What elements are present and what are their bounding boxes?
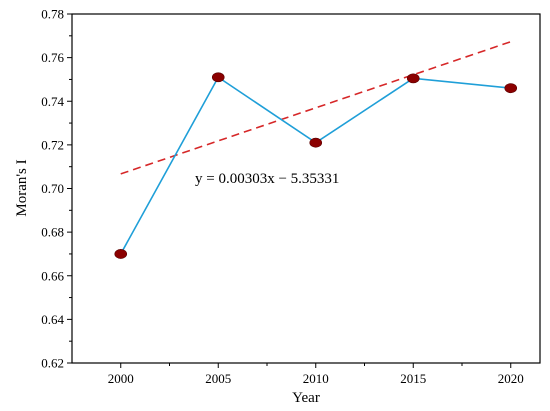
plot-frame (71, 13, 541, 364)
data-point (114, 249, 128, 259)
x-axis-title: Year (292, 390, 320, 406)
y-tick-label: 0.66 (41, 268, 64, 283)
series-layer (114, 72, 518, 259)
y-tick-label: 0.64 (41, 312, 64, 327)
trendline-layer (120, 40, 512, 175)
y-tick-label: 0.78 (41, 7, 64, 22)
x-tick-label: 2000 (108, 371, 134, 386)
data-point (406, 73, 420, 84)
trendline (120, 40, 512, 175)
x-tick-label: 2015 (400, 371, 426, 386)
x-tick-label: 2005 (205, 371, 231, 386)
data-point (504, 83, 518, 94)
x-tick-label: 2010 (303, 371, 329, 386)
labels-layer: y = 0.00303x − 5.35331 Year Moran's I (14, 159, 339, 406)
y-tick-label: 0.72 (41, 137, 64, 152)
y-tick-label: 0.62 (41, 356, 64, 371)
x-tick-label: 2020 (498, 371, 524, 386)
regression-equation: y = 0.00303x − 5.35331 (195, 171, 339, 187)
axes: 0.62 0.64 0.66 0.68 0.70 0.72 0.74 0.76 0.78 2000… (41, 7, 541, 386)
y-tick-label: 0.74 (41, 94, 64, 109)
y-tick-label: 0.70 (41, 181, 64, 196)
data-point (309, 137, 323, 148)
y-tick-label: 0.68 (41, 225, 64, 240)
y-axis-title: Moran's I (14, 159, 30, 216)
data-point (211, 72, 225, 83)
series-line (120, 76, 511, 255)
y-tick-label: 0.76 (41, 50, 64, 65)
